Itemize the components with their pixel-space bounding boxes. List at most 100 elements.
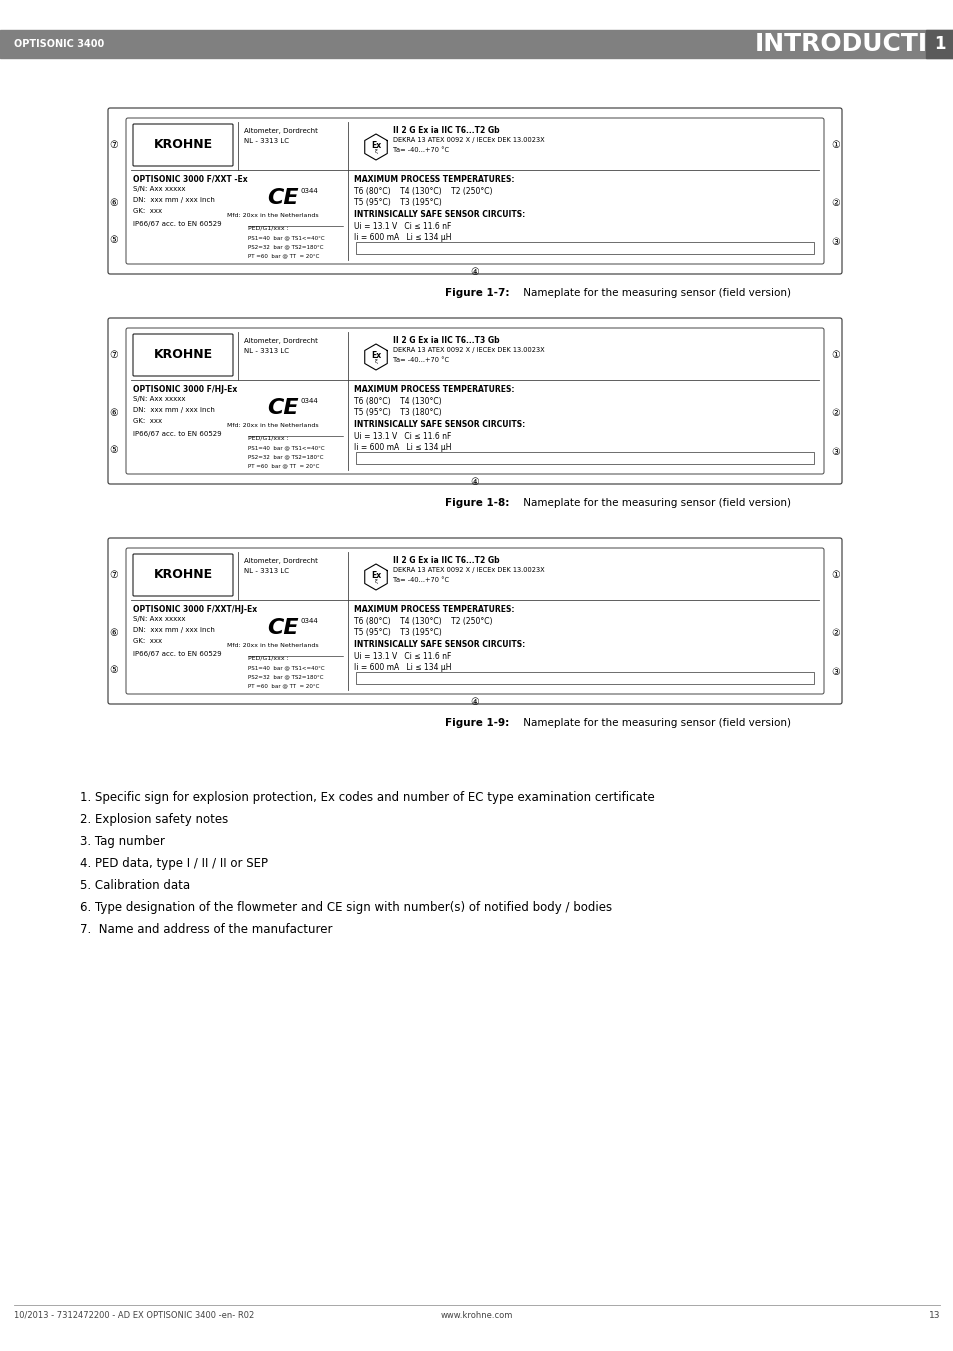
- Text: ④: ④: [470, 267, 478, 277]
- Text: 5. Calibration data: 5. Calibration data: [80, 880, 190, 892]
- Text: Figure 1-9:: Figure 1-9:: [444, 717, 509, 728]
- Text: Figure 1-8:: Figure 1-8:: [444, 499, 509, 508]
- Text: II 2 G Ex ia IIC T6...T3 Gb: II 2 G Ex ia IIC T6...T3 Gb: [393, 336, 499, 345]
- Text: Ui = 13.1 V   Ci ≤ 11.6 nF: Ui = 13.1 V Ci ≤ 11.6 nF: [354, 653, 451, 661]
- Text: Nameplate for the measuring sensor (field version): Nameplate for the measuring sensor (fiel…: [519, 717, 790, 728]
- Text: T5 (95°C)    T3 (195°C): T5 (95°C) T3 (195°C): [354, 199, 441, 207]
- Text: Ui = 13.1 V   Ci ≤ 11.6 nF: Ui = 13.1 V Ci ≤ 11.6 nF: [354, 222, 451, 231]
- Bar: [355, 453, 813, 463]
- FancyBboxPatch shape: [126, 328, 823, 474]
- FancyBboxPatch shape: [108, 108, 841, 274]
- Text: MAXIMUM PROCESS TEMPERATURES:: MAXIMUM PROCESS TEMPERATURES:: [354, 385, 514, 394]
- Text: OPTISONIC 3000 F/HJ-Ex: OPTISONIC 3000 F/HJ-Ex: [132, 385, 237, 394]
- Bar: [355, 671, 813, 684]
- Text: 1: 1: [933, 35, 944, 53]
- FancyBboxPatch shape: [126, 118, 823, 263]
- Text: 7.  Name and address of the manufacturer: 7. Name and address of the manufacturer: [80, 923, 333, 936]
- Text: PS1=40  bar @ TS1<=40°C: PS1=40 bar @ TS1<=40°C: [248, 444, 324, 450]
- Text: Ex: Ex: [371, 141, 380, 150]
- Text: CE: CE: [267, 617, 298, 638]
- Text: Mfd: 20xx in the Netherlands: Mfd: 20xx in the Netherlands: [227, 423, 318, 428]
- Text: Ex: Ex: [371, 350, 380, 359]
- Text: 0344: 0344: [301, 617, 318, 624]
- Text: GK:  xxx: GK: xxx: [132, 417, 162, 424]
- Text: II 2 G Ex ia IIC T6...T2 Gb: II 2 G Ex ia IIC T6...T2 Gb: [393, 126, 499, 135]
- Text: ①: ①: [831, 570, 840, 580]
- Text: INTRINSICALLY SAFE SENSOR CIRCUITS:: INTRINSICALLY SAFE SENSOR CIRCUITS:: [354, 209, 525, 219]
- Text: IP66/67 acc. to EN 60529: IP66/67 acc. to EN 60529: [132, 431, 221, 436]
- Text: 0344: 0344: [301, 188, 318, 195]
- Text: PS2=32  bar @ TS2=180°C: PS2=32 bar @ TS2=180°C: [248, 245, 323, 249]
- Text: NL - 3313 LC: NL - 3313 LC: [244, 138, 289, 145]
- Text: Ex: Ex: [371, 570, 380, 580]
- Text: INTRODUCTION: INTRODUCTION: [754, 32, 953, 55]
- Text: PS2=32  bar @ TS2=180°C: PS2=32 bar @ TS2=180°C: [248, 454, 323, 459]
- Text: ξ: ξ: [375, 149, 377, 154]
- Text: ④: ④: [470, 477, 478, 486]
- Text: Altometer, Dordrecht: Altometer, Dordrecht: [244, 338, 317, 345]
- Text: Nameplate for the measuring sensor (field version): Nameplate for the measuring sensor (fiel…: [519, 499, 790, 508]
- Text: KROHNE: KROHNE: [153, 349, 213, 362]
- Text: Ii = 600 mA   Li ≤ 134 μH: Ii = 600 mA Li ≤ 134 μH: [354, 663, 451, 671]
- Text: PS1=40  bar @ TS1<=40°C: PS1=40 bar @ TS1<=40°C: [248, 235, 324, 240]
- Text: PT =60  bar @ TT  = 20°C: PT =60 bar @ TT = 20°C: [248, 463, 319, 467]
- Text: 6. Type designation of the flowmeter and CE sign with number(s) of notified body: 6. Type designation of the flowmeter and…: [80, 901, 612, 915]
- Text: 1. Specific sign for explosion protection, Ex codes and number of EC type examin: 1. Specific sign for explosion protectio…: [80, 790, 654, 804]
- Text: PS2=32  bar @ TS2=180°C: PS2=32 bar @ TS2=180°C: [248, 674, 323, 680]
- Text: IP66/67 acc. to EN 60529: IP66/67 acc. to EN 60529: [132, 651, 221, 657]
- FancyBboxPatch shape: [132, 124, 233, 166]
- Text: S/N: Axx xxxxx: S/N: Axx xxxxx: [132, 186, 185, 192]
- Text: 0344: 0344: [301, 399, 318, 404]
- Text: GK:  xxx: GK: xxx: [132, 638, 162, 644]
- Bar: [355, 242, 813, 254]
- Text: PED/G1/xxx :: PED/G1/xxx :: [248, 226, 289, 230]
- Text: ②: ②: [831, 199, 840, 208]
- FancyBboxPatch shape: [108, 538, 841, 704]
- Text: Figure 1-7:: Figure 1-7:: [444, 288, 509, 299]
- Text: PT =60  bar @ TT  = 20°C: PT =60 bar @ TT = 20°C: [248, 684, 319, 688]
- Polygon shape: [364, 563, 387, 590]
- Text: ②: ②: [831, 408, 840, 419]
- Text: ξ: ξ: [375, 578, 377, 584]
- Text: ⑦: ⑦: [110, 570, 118, 580]
- Text: ③: ③: [831, 236, 840, 247]
- Text: ③: ③: [831, 667, 840, 677]
- Bar: [0, 30, 953, 58]
- Text: DEKRA 13 ATEX 0092 X / IECEx DEK 13.0023X: DEKRA 13 ATEX 0092 X / IECEx DEK 13.0023…: [393, 136, 544, 143]
- Text: DN:  xxx mm / xxx inch: DN: xxx mm / xxx inch: [132, 407, 214, 413]
- Text: 13: 13: [927, 1310, 939, 1320]
- Text: ①: ①: [831, 350, 840, 359]
- Text: www.krohne.com: www.krohne.com: [440, 1310, 513, 1320]
- Polygon shape: [364, 134, 387, 159]
- Text: T5 (95°C)    T3 (195°C): T5 (95°C) T3 (195°C): [354, 628, 441, 638]
- Text: Ta= -40...+70 °C: Ta= -40...+70 °C: [393, 147, 449, 153]
- Text: CE: CE: [267, 399, 298, 417]
- Text: Mfd: 20xx in the Netherlands: Mfd: 20xx in the Netherlands: [227, 643, 318, 648]
- Polygon shape: [364, 345, 387, 370]
- Text: 4. PED data, type I / II / II or SEP: 4. PED data, type I / II / II or SEP: [80, 857, 268, 870]
- FancyBboxPatch shape: [132, 334, 233, 376]
- Text: S/N: Axx xxxxx: S/N: Axx xxxxx: [132, 616, 185, 621]
- Text: OPTISONIC 3000 F/XXT -Ex: OPTISONIC 3000 F/XXT -Ex: [132, 176, 248, 184]
- FancyBboxPatch shape: [108, 317, 841, 484]
- Text: INTRINSICALLY SAFE SENSOR CIRCUITS:: INTRINSICALLY SAFE SENSOR CIRCUITS:: [354, 640, 525, 648]
- Text: Ta= -40...+70 °C: Ta= -40...+70 °C: [393, 357, 449, 363]
- Text: ⑤: ⑤: [110, 665, 118, 676]
- FancyBboxPatch shape: [126, 549, 823, 694]
- Text: T6 (80°C)    T4 (130°C)    T2 (250°C): T6 (80°C) T4 (130°C) T2 (250°C): [354, 617, 492, 626]
- Text: Ta= -40...+70 °C: Ta= -40...+70 °C: [393, 577, 449, 584]
- Text: ①: ①: [831, 141, 840, 150]
- Text: NL - 3313 LC: NL - 3313 LC: [244, 349, 289, 354]
- Text: 10/2013 - 7312472200 - AD EX OPTISONIC 3400 -en- R02: 10/2013 - 7312472200 - AD EX OPTISONIC 3…: [14, 1310, 254, 1320]
- Text: PT =60  bar @ TT  = 20°C: PT =60 bar @ TT = 20°C: [248, 253, 319, 258]
- Text: T6 (80°C)    T4 (130°C): T6 (80°C) T4 (130°C): [354, 397, 441, 407]
- Text: GK:  xxx: GK: xxx: [132, 208, 162, 213]
- Text: PED/G1/xxx :: PED/G1/xxx :: [248, 655, 289, 661]
- Text: Altometer, Dordrecht: Altometer, Dordrecht: [244, 128, 317, 134]
- Text: 3. Tag number: 3. Tag number: [80, 835, 165, 848]
- Text: PS1=40  bar @ TS1<=40°C: PS1=40 bar @ TS1<=40°C: [248, 665, 324, 670]
- Text: ③: ③: [831, 447, 840, 457]
- Text: INTRINSICALLY SAFE SENSOR CIRCUITS:: INTRINSICALLY SAFE SENSOR CIRCUITS:: [354, 420, 525, 430]
- Text: NL - 3313 LC: NL - 3313 LC: [244, 567, 289, 574]
- Text: CE: CE: [267, 188, 298, 208]
